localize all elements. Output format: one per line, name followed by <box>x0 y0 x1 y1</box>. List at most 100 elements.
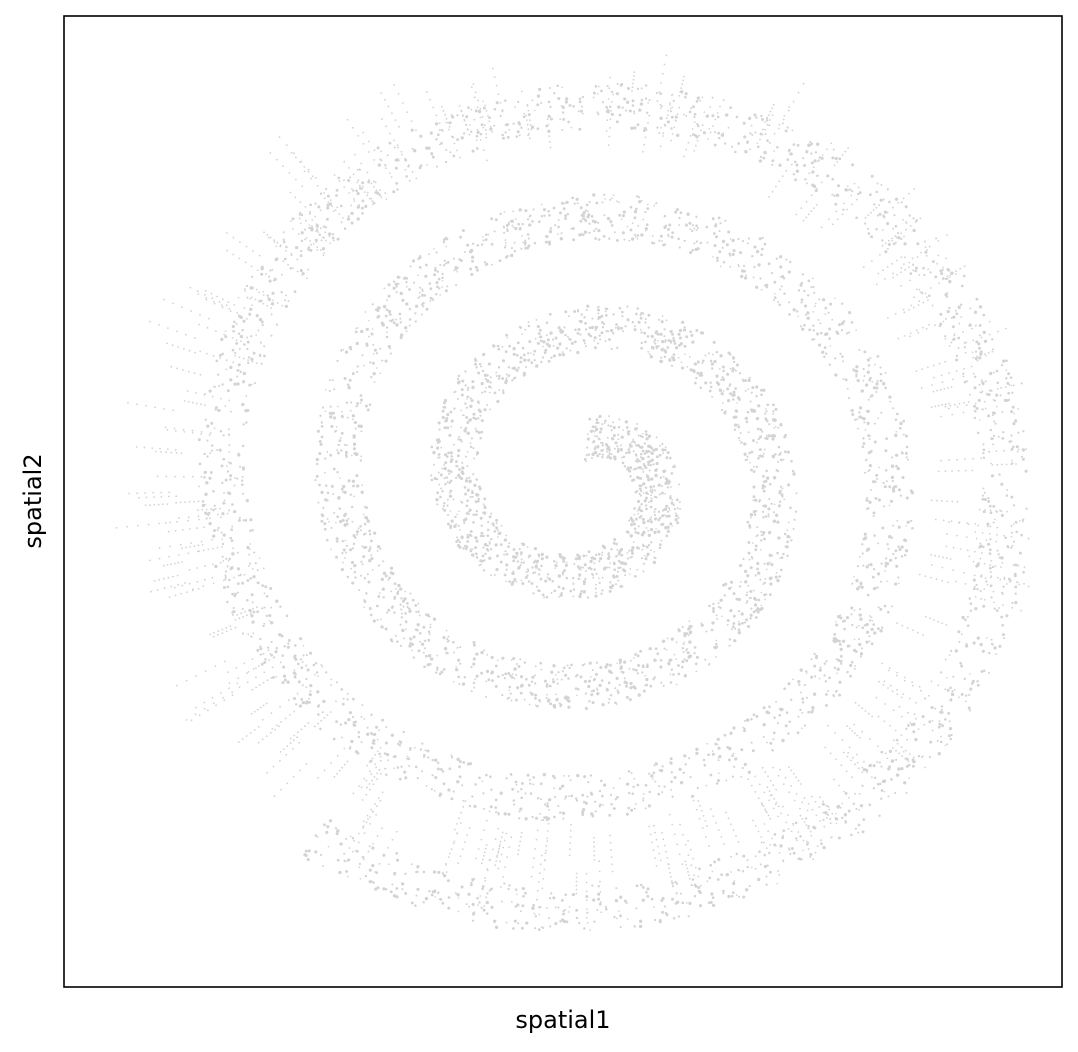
spatial-point <box>974 606 978 611</box>
spatial-point <box>583 563 587 567</box>
spatial-point <box>314 834 317 837</box>
spatial-point <box>482 503 485 505</box>
spatial-point <box>832 148 835 151</box>
spatial-point <box>226 565 229 568</box>
spatial-point <box>991 414 994 417</box>
spatial-point <box>496 659 499 662</box>
spatial-point <box>835 822 838 825</box>
spatial-point <box>478 901 481 904</box>
spatial-point <box>1022 570 1025 574</box>
spatial-point <box>661 105 663 108</box>
spatial-point <box>979 642 983 647</box>
spatial-point <box>663 225 667 230</box>
spatial-point <box>647 434 652 438</box>
spatial-point <box>675 641 678 644</box>
spatial-point <box>567 775 570 777</box>
spatial-point <box>827 805 830 808</box>
spatial-point <box>661 765 664 768</box>
spatial-point <box>844 820 847 823</box>
spatial-point <box>354 330 358 334</box>
spatial-point <box>752 495 756 498</box>
spatial-point <box>435 138 438 141</box>
spatial-point <box>432 870 437 874</box>
spatial-point <box>748 885 751 888</box>
spatial-point <box>430 893 434 897</box>
spatial-point <box>516 560 520 563</box>
spatial-point <box>729 580 734 584</box>
spatial-point <box>371 203 374 206</box>
spatial-point <box>572 595 575 598</box>
spatial-point <box>429 131 433 135</box>
spatial-point <box>873 440 877 444</box>
spatial-point <box>831 156 835 160</box>
spatial-point <box>737 265 740 268</box>
spatial-point <box>414 765 418 769</box>
spatial-point <box>735 363 740 367</box>
spatial-point <box>417 610 420 614</box>
spatial-point <box>337 405 339 408</box>
spatial-point <box>842 208 845 211</box>
spatial-point <box>634 517 638 521</box>
spatial-point <box>439 767 443 771</box>
spatial-point <box>342 697 345 700</box>
spatial-point <box>676 521 680 525</box>
spatial-point <box>546 235 549 238</box>
spatial-point <box>485 669 490 674</box>
spatial-point <box>201 500 205 503</box>
spatial-point <box>586 795 589 798</box>
spatial-point <box>900 201 903 204</box>
spatial-point <box>708 389 712 393</box>
spatial-point <box>626 86 631 91</box>
spatial-point <box>668 658 672 662</box>
spatial-point <box>218 353 222 357</box>
spatial-point <box>978 305 983 309</box>
spatial-point <box>668 358 672 362</box>
spatial-point <box>505 552 509 556</box>
spatial-point <box>717 602 720 605</box>
spatial-point <box>504 131 507 134</box>
spatial-point <box>758 850 761 854</box>
spatial-point <box>991 338 994 341</box>
spatial-point <box>632 785 635 788</box>
spatial-point <box>609 562 612 564</box>
spatial-point <box>766 476 770 480</box>
spatial-point <box>457 266 459 269</box>
spatial-point <box>541 593 545 597</box>
spatial-point <box>608 589 612 593</box>
spatial-point <box>786 158 790 161</box>
spatial-point <box>813 826 817 830</box>
spatial-point <box>618 910 620 912</box>
spatial-point <box>679 781 684 785</box>
spatial-point <box>940 705 944 708</box>
spatial-point <box>623 465 627 468</box>
spatial-point <box>589 774 593 777</box>
spatial-point <box>685 223 688 226</box>
spatial-point <box>578 573 582 577</box>
spatial-point <box>892 524 895 527</box>
spatial-point <box>850 660 854 664</box>
spatial-point <box>400 597 403 600</box>
spatial-point <box>228 428 230 431</box>
spatial-point <box>302 644 305 647</box>
spatial-point <box>540 214 543 218</box>
spatial-point <box>953 333 956 335</box>
spatial-point <box>406 602 409 605</box>
spatial-point <box>735 115 739 119</box>
spatial-point <box>895 430 898 433</box>
spatial-point <box>716 778 721 783</box>
spatial-point <box>355 452 359 456</box>
spatial-point <box>867 450 872 455</box>
spatial-point <box>323 823 326 827</box>
spatial-point <box>638 108 642 112</box>
spatial-point <box>488 556 492 560</box>
spatial-point <box>263 345 266 348</box>
spatial-point <box>237 591 239 594</box>
spatial-point <box>520 553 523 556</box>
spatial-point <box>233 320 236 324</box>
spatial-point <box>431 774 434 777</box>
spatial-point <box>732 622 736 625</box>
spatial-point <box>282 240 286 244</box>
spatial-point <box>775 571 778 574</box>
spatial-point <box>469 762 473 766</box>
